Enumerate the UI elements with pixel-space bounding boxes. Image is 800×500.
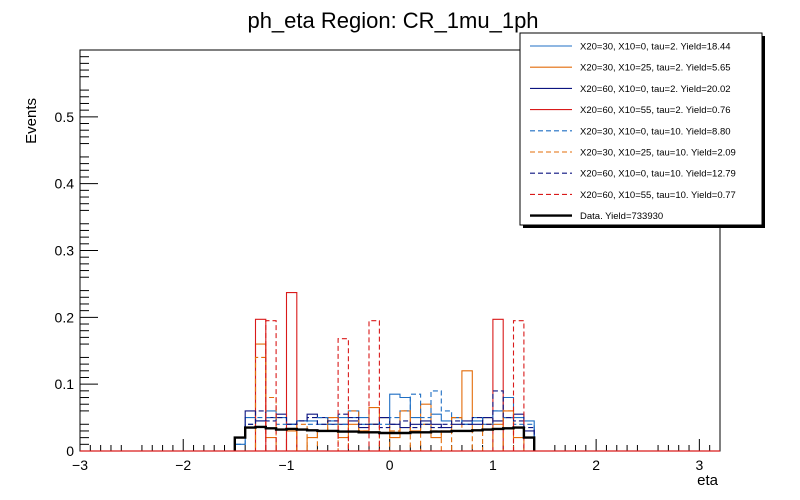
x-axis-label: eta xyxy=(697,472,719,489)
legend-entry: X20=60, X10=55, tau=2. Yield=0.76 xyxy=(580,105,731,116)
series-group xyxy=(80,292,720,452)
y-tick-label: 0.2 xyxy=(55,309,75,325)
x-tick-label: −3 xyxy=(72,457,88,473)
legend-entry: X20=30, X10=25, tau=2. Yield=5.65 xyxy=(580,63,731,74)
legend-entry: X20=60, X10=55, tau=10. Yield=0.77 xyxy=(580,190,736,201)
y-tick-label: 0.4 xyxy=(55,176,75,192)
y-tick-label: 0.3 xyxy=(55,243,75,259)
legend-box xyxy=(519,32,763,226)
y-tick-label: 0.1 xyxy=(55,376,75,392)
x-tick-label: 3 xyxy=(695,457,703,473)
legend: X20=30, X10=0, tau=2. Yield=18.44 X20=30,… xyxy=(519,32,765,228)
y-axis-label: Events xyxy=(23,98,40,144)
legend-entry: X20=30, X10=0, tau=10. Yield=8.80 xyxy=(580,126,731,137)
x-tick-label: 2 xyxy=(592,457,600,473)
axis-ticks: −3 −2 −1 0 1 2 3 0 0.1 0.2 0.3 0.4 0.5 xyxy=(55,56,721,473)
legend-entry: X20=60, X10=0, tau=10. Yield=12.79 xyxy=(580,169,736,180)
series-9-histogram xyxy=(233,425,536,451)
chart-title: ph_eta Region: CR_1mu_1ph xyxy=(247,8,538,33)
x-tick-label: 0 xyxy=(386,457,394,473)
x-tick-label: −1 xyxy=(278,457,294,473)
legend-entry: X20=30, X10=25, tau=10. Yield=2.09 xyxy=(580,148,736,159)
x-tick-label: −2 xyxy=(175,457,191,473)
y-tick-label: 0.5 xyxy=(55,109,75,125)
legend-entry: Data. Yield=733930 xyxy=(580,211,663,222)
series-5-histogram xyxy=(234,390,535,451)
legend-entry: X20=30, X10=0, tau=2. Yield=18.44 xyxy=(580,42,731,53)
series-7-histogram xyxy=(234,390,535,451)
y-tick-label: 0 xyxy=(66,443,74,459)
x-tick-label: 1 xyxy=(489,457,497,473)
legend-entry: X20=60, X10=0, tau=2. Yield=20.02 xyxy=(580,84,731,95)
